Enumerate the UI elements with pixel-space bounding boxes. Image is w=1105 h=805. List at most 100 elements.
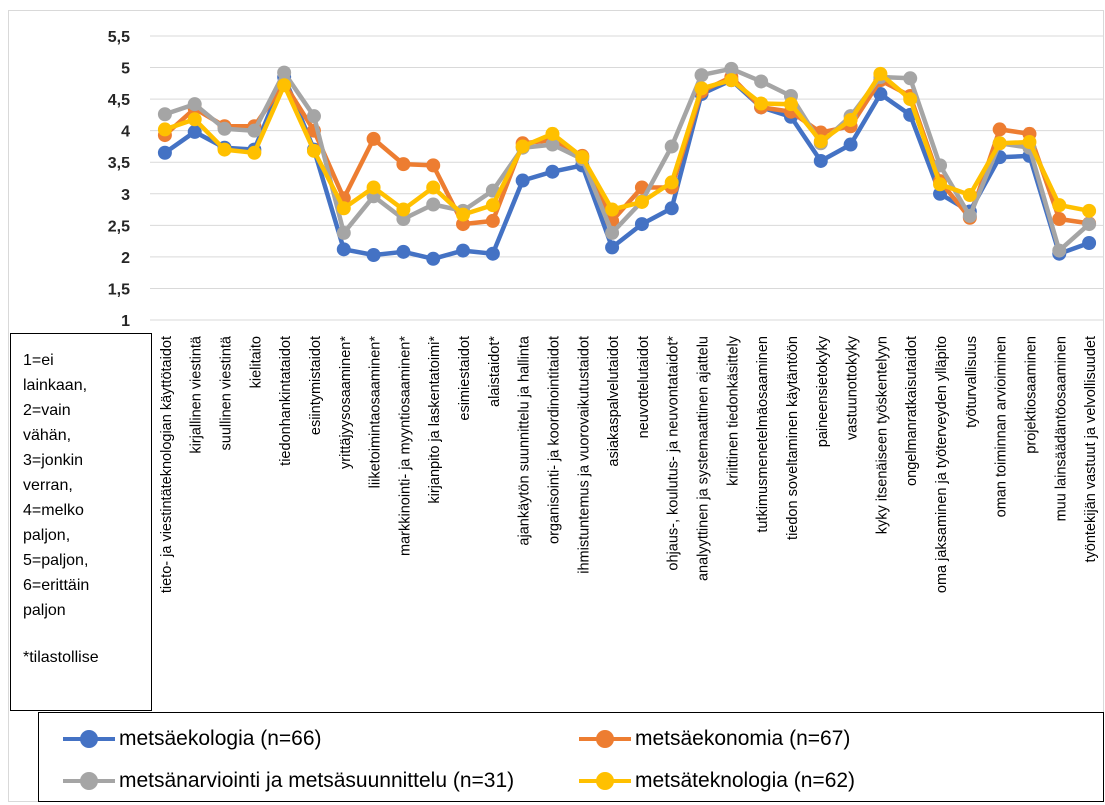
x-tick-label: oman toiminnan arvioiminen — [994, 336, 1010, 517]
x-tick-label: kirjallinen viestintä — [189, 335, 205, 454]
data-point — [336, 201, 351, 216]
data-point — [813, 134, 828, 149]
series-line — [162, 66, 1092, 253]
data-point — [306, 109, 321, 124]
scale-note-line: paljon, — [23, 527, 71, 544]
legend-label: metsäekonomia (n=67) — [635, 727, 851, 750]
data-point — [1052, 212, 1067, 227]
x-tick-label: ohjaus-, koulutus- ja neuvontataidot* — [666, 336, 682, 571]
data-point — [783, 97, 798, 112]
data-point — [396, 244, 411, 259]
scale-note-line: lainkaan, — [23, 377, 88, 394]
data-point — [843, 112, 858, 127]
x-tick-label: vastuunottokyky — [845, 335, 861, 440]
data-point — [664, 201, 679, 216]
data-point — [366, 247, 381, 262]
x-tick-label: esiintymistaidot — [308, 336, 324, 435]
data-point — [1052, 243, 1067, 258]
data-point — [724, 73, 739, 88]
data-point — [813, 153, 828, 168]
data-point — [366, 180, 381, 195]
data-point — [336, 225, 351, 240]
x-tick-label: analyyttinen ja systemaattinen ajattelu — [696, 336, 712, 581]
plot-area: 1 1,5 2 2,5 3 3,5 4 4,5 5 5,5 tieto- ja viestintät… — [108, 29, 1104, 593]
data-point — [605, 225, 620, 240]
x-tick-label: tutkimusmenetelmäosaaminen — [755, 336, 771, 533]
x-tick-label: organisointi- ja koordinointitaidot — [546, 336, 562, 544]
data-point — [873, 66, 888, 81]
data-point — [157, 122, 172, 137]
scale-note-line: 5=paljon, — [23, 552, 89, 569]
x-tick-label: kirjanpito ja laskentatoimi* — [427, 336, 443, 504]
data-point — [634, 194, 649, 209]
data-point — [1082, 217, 1097, 232]
data-point — [843, 137, 858, 152]
significance-note: *tilastollise — [23, 649, 99, 666]
legend-item: metsäteknologia (n=62) — [579, 769, 855, 793]
data-point — [873, 87, 888, 102]
x-tick-label: kriittinen tiedonkäsittely — [725, 335, 741, 486]
data-point — [694, 68, 709, 83]
y-tick-label: 5 — [121, 61, 130, 78]
x-tick-label: asiakaspalvelutaidot — [606, 336, 622, 467]
data-point — [1082, 203, 1097, 218]
x-tick-label: muu lainsäädäntöosaaminen — [1053, 336, 1069, 521]
data-point — [277, 65, 292, 80]
data-point — [634, 217, 649, 232]
x-tick-label: projektiosaaminen — [1023, 336, 1039, 454]
y-tick-label: 2 — [121, 250, 130, 267]
legend-item: metsäekologia (n=66) — [63, 727, 322, 751]
x-tick-label: oma jaksaminen ja työterveyden ylläpito — [934, 336, 950, 593]
legend-item: metsäekonomia (n=67) — [579, 727, 850, 751]
y-tick-label: 2,5 — [108, 218, 130, 235]
legend-swatch — [63, 730, 115, 748]
scale-note-line: 3=jonkin — [23, 452, 84, 469]
legend-label: metsäteknologia (n=62) — [635, 769, 856, 792]
data-point — [694, 81, 709, 96]
scale-note-line: 4=melko — [23, 502, 84, 519]
scale-note-line: 1=ei — [23, 352, 54, 369]
data-point — [933, 177, 948, 192]
data-point — [664, 175, 679, 190]
x-tick-label: yrittäjyysosaaminen* — [338, 336, 354, 469]
data-point — [456, 243, 471, 258]
data-point — [962, 188, 977, 203]
data-point — [247, 123, 262, 138]
data-point — [992, 122, 1007, 137]
x-tick-label: suullinen viestintä — [219, 335, 235, 450]
data-point — [664, 139, 679, 154]
x-tick-label: kyky itsenäiseen työskentelyyn — [874, 336, 890, 534]
data-point — [754, 96, 769, 111]
data-point — [426, 158, 441, 173]
data-point — [545, 137, 560, 152]
data-point — [724, 61, 739, 76]
legend-swatch — [579, 730, 631, 748]
scale-note: 1=ei lainkaan, 2=vain vähän, 3=jonkin ve… — [10, 333, 152, 711]
x-tick-label: alaistaidot* — [487, 336, 503, 407]
data-point — [426, 251, 441, 266]
x-tick-label: ajankäytön suunnittelu ja hallinta — [517, 335, 533, 546]
scale-note-line: 6=erittäin — [23, 577, 90, 594]
data-point — [545, 126, 560, 141]
x-tick-label: paineensietokyky — [815, 335, 831, 447]
x-tick-label: tiedon soveltaminen käytäntöön — [785, 336, 801, 540]
x-tick-label: neuvottelutaidot — [636, 336, 652, 438]
y-tick-label: 4 — [121, 124, 130, 141]
x-tick-label: työturvallisuus — [964, 336, 980, 428]
legend-item: metsänarviointi ja metsäsuunnittelu (n=3… — [63, 769, 514, 793]
x-tick-label: ihmistuntemus ja vuorovaikutustaidot — [576, 336, 592, 574]
legend-swatch — [579, 772, 631, 790]
legend-label: metsänarviointi ja metsäsuunnittelu (n=3… — [119, 769, 515, 792]
data-point — [1052, 198, 1067, 213]
y-tick-label: 4,5 — [108, 92, 130, 109]
data-point — [157, 145, 172, 160]
data-point — [366, 131, 381, 146]
data-point — [157, 107, 172, 122]
data-point — [187, 97, 202, 112]
y-tick-label: 1 — [121, 313, 130, 330]
data-point — [575, 150, 590, 165]
scale-note-line: verran, — [23, 477, 73, 494]
legend-label: metsäekologia (n=66) — [119, 727, 322, 750]
y-tick-label: 3 — [121, 187, 130, 204]
